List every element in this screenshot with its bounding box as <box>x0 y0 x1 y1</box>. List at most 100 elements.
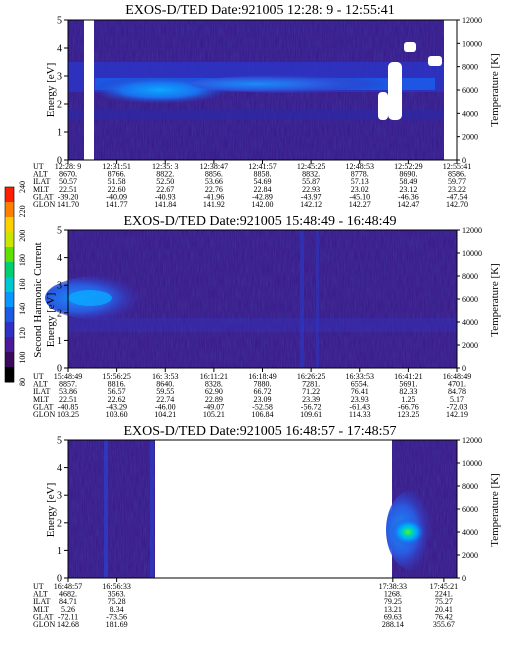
colorbar-cell <box>5 337 14 353</box>
panel-1-eph-value: 22.67 <box>156 185 174 194</box>
panel-2-y2tick-label: 8000 <box>462 272 478 281</box>
panel-2-eph-value: 22.74 <box>156 395 174 404</box>
panel-2-eph-label: ILAT <box>33 387 50 396</box>
panel-1-eph-value: -41.96 <box>204 192 225 201</box>
panel-2-eph-value: -72.03 <box>447 402 468 411</box>
panel-2-eph-value: -49.07 <box>204 402 225 411</box>
panel-1-eph-value: 51.58 <box>108 177 126 186</box>
panel-2-eph-value: 5691. <box>399 380 417 389</box>
colorbar-cell <box>5 307 14 323</box>
panel-3-eph-value: 76.42 <box>435 612 453 621</box>
panel-3-ytick-label: 3 <box>57 491 62 502</box>
panel-1-eph-value: -39.20 <box>58 192 79 201</box>
panel-2-eph-value: 53.86 <box>59 387 77 396</box>
panel-2-eph-value: 84.78 <box>448 387 466 396</box>
panel-1-eph-value: 22.76 <box>205 185 223 194</box>
panel-2-stripe-2 <box>316 230 319 368</box>
panel-2-eph-value: 142.19 <box>446 410 468 419</box>
panel-3-y2tick-label: 0 <box>462 574 466 583</box>
panel-2-eph-value: 7281. <box>302 380 320 389</box>
panel-3-y2-ticks: 0 2000 4000 6000 8000 10000 12000 <box>457 436 482 583</box>
panel-1-eph-value: 57.13 <box>351 177 369 186</box>
colorbar-tick-label: 80 <box>18 378 27 386</box>
panel-1-eph-value: 23.12 <box>399 185 417 194</box>
panel-2-ytick-label: 0 <box>57 364 62 375</box>
colorbar: 80 100 120 140 160 180 200 220 240 Second Harmon… <box>4 181 44 386</box>
panel-3-eph-value: 3563. <box>108 590 126 599</box>
panel-3-y-ticks: 0 1 2 3 4 5 <box>57 436 68 585</box>
panel-2-eph-value: 103.60 <box>106 410 128 419</box>
panel-2-eph-value: 1.25 <box>401 395 415 404</box>
colorbar-tick-label: 120 <box>18 327 27 339</box>
panel-2-eph-label: GLAT <box>33 402 54 411</box>
colorbar-tick-label: 200 <box>18 230 27 242</box>
panel-2-eph-value: -66.76 <box>398 402 419 411</box>
panel-1-eph-value: 141.84 <box>154 200 176 209</box>
panel-1-gap-1 <box>84 20 94 160</box>
panel-3-y2tick-label: 8000 <box>462 482 478 491</box>
panel-2-eph-value: 16:26:25 <box>297 372 325 381</box>
colorbar-tick-label: 240 <box>18 181 27 193</box>
panel-1-eph-value: 22.84 <box>254 185 272 194</box>
panel-1-ytick-label: 4 <box>57 44 62 55</box>
panel-1-eph-value: 12:45:25 <box>297 162 325 171</box>
panel-1-eph-value: 142.12 <box>300 200 322 209</box>
panel-3-eph-label: MLT <box>33 605 49 614</box>
panel-2-eph-value: -43.29 <box>106 402 127 411</box>
panel-2-eph-value: 22.62 <box>108 395 126 404</box>
panel-3-ytick-label: 5 <box>57 436 62 447</box>
panel-1-gap-4 <box>378 92 388 120</box>
panel-1-eph-value: 12:52:29 <box>394 162 422 171</box>
panel-2-eph-label: ALT <box>33 380 48 389</box>
panel-1-eph-value: 8670. <box>59 170 77 179</box>
panel-2-eph-value: 16: 3:53 <box>152 372 178 381</box>
panel-3-eph-value: 75.28 <box>108 597 126 606</box>
panel-1-eph-value: 142.00 <box>252 200 274 209</box>
colorbar-cell <box>5 262 14 278</box>
panel-2-eph-value: -61.43 <box>349 402 370 411</box>
panel-1-ytick-label: 3 <box>57 72 62 83</box>
colorbar-cell <box>5 367 14 383</box>
panel-3-eph-value: 8.34 <box>110 605 124 614</box>
panel-3-title: EXOS-D/TED Date:921005 16:48:57 - 17:48:… <box>124 424 397 439</box>
panel-2-eph-value: 103.25 <box>57 410 79 419</box>
panel-1-eph-value: 8778. <box>351 170 369 179</box>
panel-1-low-band <box>68 110 457 120</box>
panel-3-ytick-label: 1 <box>57 546 62 557</box>
panel-1-eph-value: 8856. <box>205 170 223 179</box>
panel-1-eph-value: 141.92 <box>203 200 225 209</box>
panel-1-eph-value: -45.10 <box>349 192 370 201</box>
panel-2-ytick-label: 4 <box>57 253 62 264</box>
panel-1-eph-value: -42.89 <box>252 192 273 201</box>
panel-2-eph-value: 6554. <box>351 380 369 389</box>
panel-1-eph-value: 12:41:57 <box>248 162 276 171</box>
panel-1-eph-value: -47.54 <box>447 192 468 201</box>
colorbar-cell <box>5 352 14 368</box>
panel-2-eph-value: -46.00 <box>155 402 176 411</box>
panel-2-eph-value: 62.90 <box>205 387 223 396</box>
panel-3-ytick-label: 0 <box>57 574 62 585</box>
panel-2-eph-value: 23.09 <box>254 395 272 404</box>
panel-1: EXOS-D/TED Date:921005 12:28: 9 - 12:55:… <box>33 3 501 209</box>
panel-2: EXOS-D/TED Date:921005 15:48:49 - 16:48:… <box>33 214 501 419</box>
panel-1-eph-value: 23.22 <box>448 185 466 194</box>
panel-1-ytick-label: 5 <box>57 16 62 27</box>
panel-1-eph-value: 142.70 <box>446 200 468 209</box>
colorbar-cell <box>5 232 14 248</box>
panel-2-eph-label: MLT <box>33 395 49 404</box>
panel-2-y2tick-label: 10000 <box>462 249 482 258</box>
panel-1-eph-value: 12:38:47 <box>200 162 228 171</box>
panel-3-eph-value: 20.41 <box>435 605 453 614</box>
panel-2-eph-value: 16:48:49 <box>443 372 471 381</box>
colorbar-tick-label: 160 <box>18 279 27 291</box>
panel-3-eph-value: -73.56 <box>106 612 127 621</box>
panel-1-y2tick-label: 8000 <box>462 63 478 72</box>
panel-2-eph-value: 22.51 <box>59 395 77 404</box>
panel-3-y2tick-label: 10000 <box>462 459 482 468</box>
panel-3-eph-value: 1268. <box>384 590 402 599</box>
panel-3-eph-value: 13.21 <box>384 605 402 614</box>
panel-3-eph-label: ILAT <box>33 597 50 606</box>
panel-1-ytick-label: 2 <box>57 100 62 111</box>
